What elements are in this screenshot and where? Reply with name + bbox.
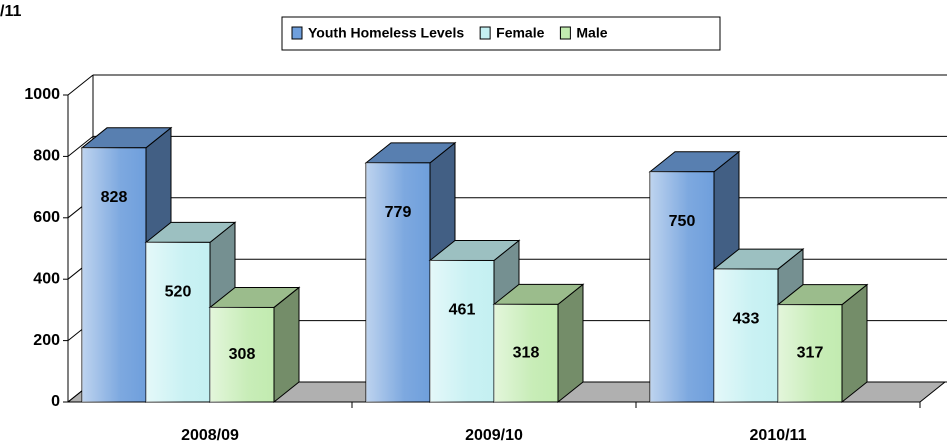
bar-top-shade xyxy=(494,284,583,305)
bar-side-shade xyxy=(274,287,299,402)
legend-label: Female xyxy=(496,25,544,41)
data-label: 318 xyxy=(513,344,540,361)
data-label: 750 xyxy=(669,213,696,230)
bar-shine xyxy=(714,269,778,402)
legend-label: Youth Homeless Levels xyxy=(308,25,464,41)
legend xyxy=(281,16,721,51)
bar-top-shade xyxy=(430,240,519,261)
bar-top-shade xyxy=(210,287,299,308)
bar xyxy=(492,283,585,404)
data-label: 317 xyxy=(797,345,824,362)
bar-top-shade xyxy=(82,127,171,148)
legend-label: Male xyxy=(576,25,607,41)
bar-shine xyxy=(778,304,842,402)
bar-side-shade xyxy=(842,284,867,402)
y-tick-label: 1000 xyxy=(24,86,60,103)
y-tick-label: 0 xyxy=(51,393,60,410)
bar-shine xyxy=(82,147,146,402)
x-tick-label: 2010/11 xyxy=(750,427,807,444)
y-tick-label: 600 xyxy=(33,209,60,226)
bar-top-shade xyxy=(714,249,803,270)
side-grid xyxy=(67,74,94,96)
bar-top-shade xyxy=(146,222,235,243)
bar-shine xyxy=(650,171,714,402)
x-tick-label: 2008/09 xyxy=(181,427,239,444)
data-label: 461 xyxy=(449,302,476,319)
data-label: 520 xyxy=(165,284,192,301)
y-tick-label: 400 xyxy=(33,270,60,287)
bar-shine xyxy=(430,260,494,402)
data-label: 433 xyxy=(733,310,760,327)
bar-top-shade xyxy=(366,142,455,163)
y-tick-label: 800 xyxy=(33,148,60,165)
legend-items: Youth Homeless Levels Female Male xyxy=(291,25,608,41)
bar xyxy=(776,283,869,404)
data-label: 779 xyxy=(385,204,412,221)
bar xyxy=(208,286,301,404)
y-tick-label: 200 xyxy=(33,332,60,349)
x-tick-label: 2009/10 xyxy=(465,427,523,444)
bar-top-shade xyxy=(650,151,739,172)
bar xyxy=(80,126,173,404)
bar-shine xyxy=(494,304,558,402)
bar-top-shade xyxy=(778,284,867,305)
data-label: 308 xyxy=(229,346,256,363)
bar-shine xyxy=(210,307,274,402)
bar-shine xyxy=(146,242,210,402)
legend-swatch xyxy=(479,26,491,40)
data-label: 828 xyxy=(101,189,128,206)
bar-side-shade xyxy=(558,284,583,402)
chart-title: /11 xyxy=(0,3,21,20)
bar-shine xyxy=(366,162,430,402)
side-grid xyxy=(67,136,94,157)
legend-swatch xyxy=(559,26,571,40)
legend-swatch xyxy=(291,26,303,40)
